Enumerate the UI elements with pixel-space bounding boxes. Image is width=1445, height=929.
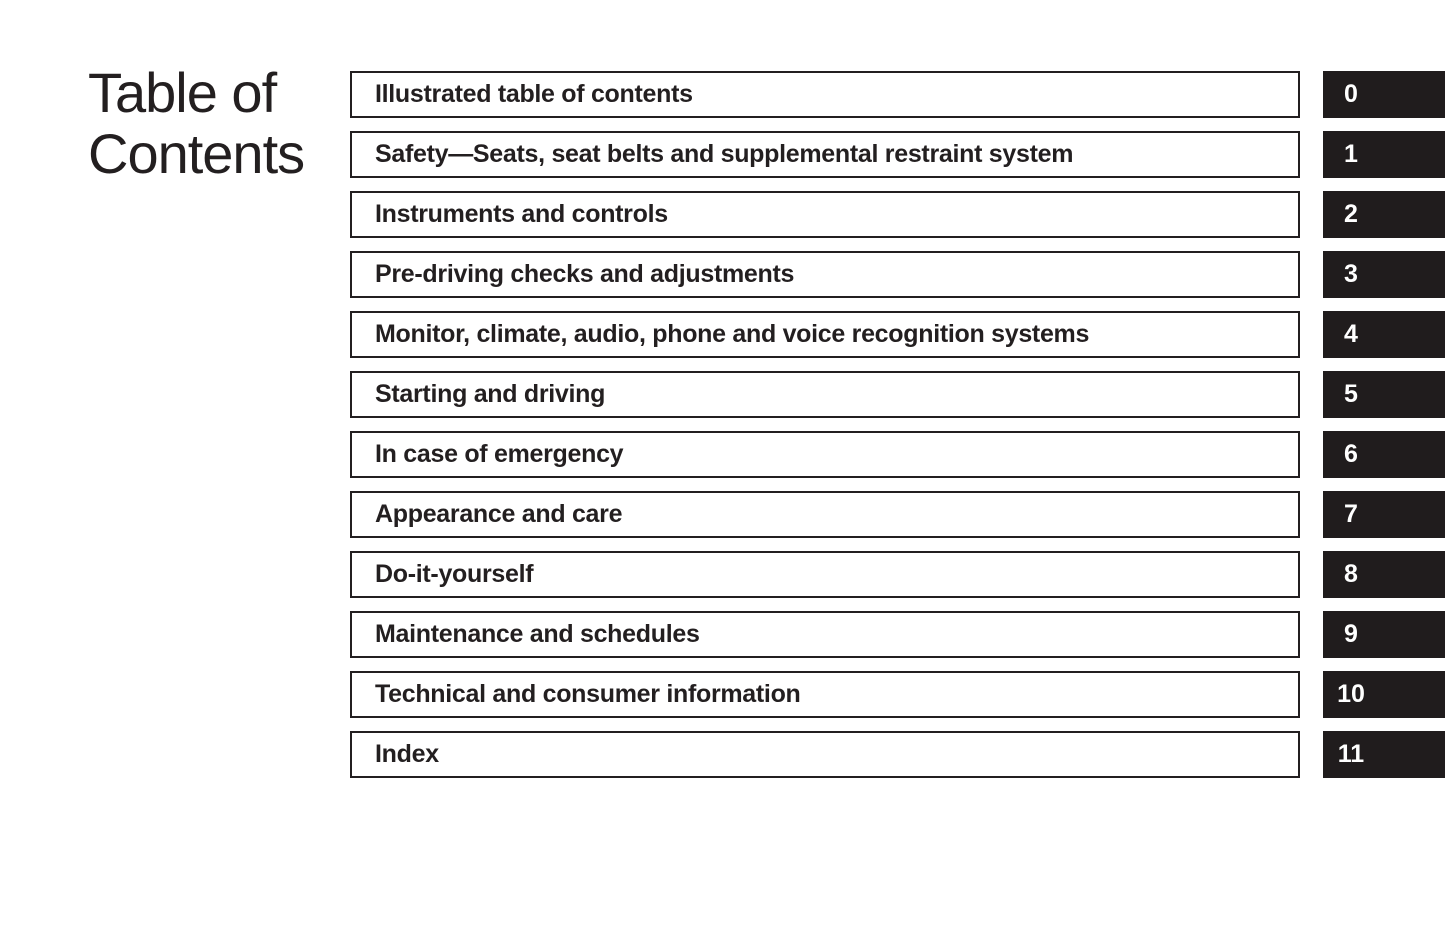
section-title: Instruments and controls xyxy=(375,200,668,228)
toc-section-list: Illustrated table of contents 0 Safety—S… xyxy=(350,71,1445,791)
section-edge-tab: 0 xyxy=(1323,71,1445,118)
tab-gap xyxy=(1300,251,1323,298)
tab-gap xyxy=(1300,611,1323,658)
section-tab-number: 4 xyxy=(1344,320,1358,348)
section-edge-tab: 1 xyxy=(1323,131,1445,178)
section-title: In case of emergency xyxy=(375,440,624,468)
toc-section-row: Maintenance and schedules 9 xyxy=(350,611,1445,658)
toc-section-row: Monitor, climate, audio, phone and voice… xyxy=(350,311,1445,358)
section-title-box: Maintenance and schedules xyxy=(350,611,1300,658)
tab-gap xyxy=(1300,551,1323,598)
section-title-box: Monitor, climate, audio, phone and voice… xyxy=(350,311,1300,358)
section-title: Illustrated table of contents xyxy=(375,80,693,108)
section-title-box: Appearance and care xyxy=(350,491,1300,538)
tab-gap xyxy=(1300,311,1323,358)
section-edge-tab: 10 xyxy=(1323,671,1445,718)
section-tab-number: 9 xyxy=(1344,620,1358,648)
tab-gap xyxy=(1300,131,1323,178)
section-edge-tab: 3 xyxy=(1323,251,1445,298)
section-edge-tab: 5 xyxy=(1323,371,1445,418)
section-tab-number: 7 xyxy=(1344,500,1358,528)
section-title-box: In case of emergency xyxy=(350,431,1300,478)
tab-gap xyxy=(1300,71,1323,118)
toc-section-row: Pre-driving checks and adjustments 3 xyxy=(350,251,1445,298)
section-edge-tab: 8 xyxy=(1323,551,1445,598)
section-title: Do-it-yourself xyxy=(375,560,534,588)
section-edge-tab: 2 xyxy=(1323,191,1445,238)
section-title: Maintenance and schedules xyxy=(375,620,700,648)
section-title: Technical and consumer information xyxy=(375,680,801,708)
section-title-box: Instruments and controls xyxy=(350,191,1300,238)
section-title: Monitor, climate, audio, phone and voice… xyxy=(375,320,1090,348)
section-title-box: Illustrated table of contents xyxy=(350,71,1300,118)
section-edge-tab: 7 xyxy=(1323,491,1445,538)
section-tab-number: 8 xyxy=(1344,560,1358,588)
toc-section-row: Appearance and care 7 xyxy=(350,491,1445,538)
section-title-box: Pre-driving checks and adjustments xyxy=(350,251,1300,298)
section-title: Starting and driving xyxy=(375,380,606,408)
page-title: Table of Contents xyxy=(88,61,305,185)
section-title-box: Safety—Seats, seat belts and supplementa… xyxy=(350,131,1300,178)
section-title: Pre-driving checks and adjustments xyxy=(375,260,795,288)
tab-gap xyxy=(1300,671,1323,718)
section-tab-number: 0 xyxy=(1344,80,1358,108)
tab-gap xyxy=(1300,431,1323,478)
section-tab-number: 10 xyxy=(1337,680,1365,708)
section-tab-number: 3 xyxy=(1344,260,1358,288)
section-edge-tab: 11 xyxy=(1323,731,1445,778)
toc-section-row: Technical and consumer information 10 xyxy=(350,671,1445,718)
section-tab-number: 11 xyxy=(1337,740,1365,768)
section-title: Safety—Seats, seat belts and supplementa… xyxy=(375,140,1074,168)
section-tab-number: 2 xyxy=(1344,200,1358,228)
toc-section-row: Instruments and controls 2 xyxy=(350,191,1445,238)
toc-section-row: Safety—Seats, seat belts and supplementa… xyxy=(350,131,1445,178)
tab-gap xyxy=(1300,491,1323,538)
section-title: Appearance and care xyxy=(375,500,623,528)
toc-section-row: In case of emergency 6 xyxy=(350,431,1445,478)
tab-gap xyxy=(1300,731,1323,778)
section-edge-tab: 6 xyxy=(1323,431,1445,478)
section-tab-number: 5 xyxy=(1344,380,1358,408)
page-title-line-2: Contents xyxy=(88,122,305,185)
section-title-box: Index xyxy=(350,731,1300,778)
section-tab-number: 6 xyxy=(1344,440,1358,468)
tab-gap xyxy=(1300,191,1323,238)
section-title-box: Technical and consumer information xyxy=(350,671,1300,718)
toc-section-row: Do-it-yourself 8 xyxy=(350,551,1445,598)
section-title: Index xyxy=(375,740,439,768)
toc-section-row: Starting and driving 5 xyxy=(350,371,1445,418)
section-edge-tab: 4 xyxy=(1323,311,1445,358)
tab-gap xyxy=(1300,371,1323,418)
section-title-box: Starting and driving xyxy=(350,371,1300,418)
section-title-box: Do-it-yourself xyxy=(350,551,1300,598)
toc-section-row: Illustrated table of contents 0 xyxy=(350,71,1445,118)
toc-section-row: Index 11 xyxy=(350,731,1445,778)
section-edge-tab: 9 xyxy=(1323,611,1445,658)
page-title-line-1: Table of xyxy=(88,61,277,124)
section-tab-number: 1 xyxy=(1344,140,1358,168)
